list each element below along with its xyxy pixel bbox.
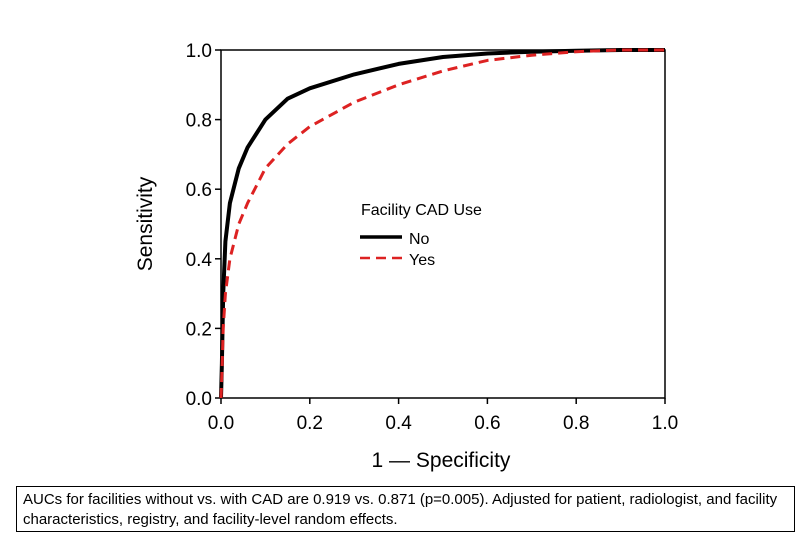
- y-axis-title: Sensitivity: [134, 176, 157, 271]
- y-tick-label: 0.2: [186, 319, 212, 340]
- roc-chart: 0.0 0.2 0.4 0.6 0.8 1.0 0.0 0.2 0.4 0.6 0.8 1.0 Sen…: [134, 41, 679, 472]
- y-tick-label: 1.0: [186, 41, 212, 62]
- series-line-yes: [219, 48, 665, 399]
- legend-label-yes: Yes: [409, 252, 435, 269]
- axis-ticks: 0.0 0.2 0.4 0.6 0.8 1.0 0.0 0.2 0.4 0.6 0.8 1.0: [186, 41, 679, 434]
- y-tick-label: 0.8: [186, 111, 212, 132]
- x-tick-label: 0.8: [563, 413, 589, 434]
- x-tick-label: 1.0: [652, 413, 678, 434]
- legend-label-no: No: [409, 231, 430, 248]
- y-tick-label: 0.4: [186, 250, 213, 271]
- plot-frame: [220, 49, 666, 399]
- legend-title: Facility CAD Use: [361, 202, 482, 219]
- series-line-no: [219, 48, 665, 399]
- y-tick-label: 0.0: [186, 389, 212, 410]
- x-tick-label: 0.4: [385, 413, 412, 434]
- x-axis-title: 1 — Specificity: [372, 449, 511, 472]
- series-layer: [219, 48, 665, 399]
- y-tick-label: 0.6: [186, 180, 212, 201]
- x-tick-label: 0.6: [474, 413, 500, 434]
- x-tick-label: 0.0: [208, 413, 234, 434]
- legend: Facility CAD Use No Yes: [360, 202, 482, 269]
- figure-caption: AUCs for facilities without vs. with CAD…: [16, 486, 795, 532]
- x-tick-label: 0.2: [297, 413, 323, 434]
